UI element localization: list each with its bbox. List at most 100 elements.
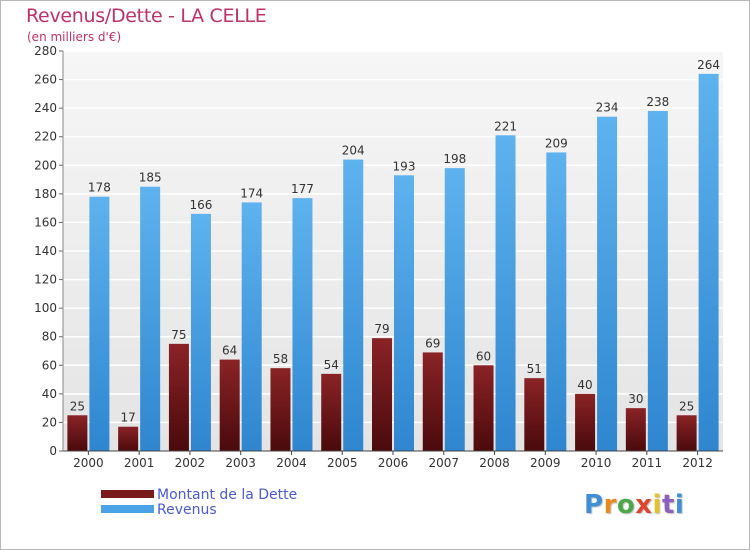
- logo-letter: o: [616, 490, 636, 520]
- data-label-debt-2006: 79: [374, 322, 389, 336]
- y-tick-label: 20: [42, 415, 57, 429]
- x-tick-label-2002: 2002: [175, 456, 206, 470]
- data-label-debt-2007: 69: [425, 336, 440, 350]
- data-label-debt-2005: 54: [324, 358, 339, 372]
- y-tick-label: 100: [34, 301, 57, 315]
- bar-debt-2001: [118, 426, 139, 451]
- data-labels: 25 178 17 185 75 166 64 174 58 177 54 204 79 193 69 198…: [70, 58, 720, 425]
- x-tick-label-2011: 2011: [632, 456, 663, 470]
- bar-revenus-2004: [292, 198, 313, 451]
- y-tick-label: 180: [34, 187, 57, 201]
- data-label-revenus-2012: 264: [697, 58, 720, 72]
- y-tick-label: 200: [34, 158, 57, 172]
- y-tick-label: 260: [34, 73, 57, 87]
- data-label-debt-2011: 30: [628, 392, 643, 406]
- x-tick-label-2000: 2000: [73, 456, 104, 470]
- bar-revenus-2007: [444, 168, 465, 451]
- data-label-debt-2003: 64: [222, 344, 237, 358]
- legend-label-debt: Montant de la Dette: [157, 487, 298, 503]
- data-label-revenus-2011: 238: [646, 95, 669, 109]
- data-label-revenus-2000: 178: [88, 181, 111, 195]
- x-tick-label-2003: 2003: [225, 456, 256, 470]
- bar-revenus-2010: [597, 116, 618, 451]
- data-label-revenus-2004: 177: [291, 182, 314, 196]
- data-label-debt-2000: 25: [70, 399, 85, 413]
- bar-revenus-2002: [190, 213, 211, 451]
- logo-letter: t: [661, 490, 675, 520]
- x-tick-label-2009: 2009: [530, 456, 561, 470]
- y-tick-label: 240: [34, 101, 57, 115]
- data-label-debt-2009: 51: [527, 362, 542, 376]
- bar-revenus-2000: [89, 196, 110, 451]
- x-tick-label-2006: 2006: [378, 456, 409, 470]
- x-tick-label-2004: 2004: [276, 456, 307, 470]
- bar-debt-2005: [321, 373, 342, 451]
- data-label-debt-2008: 60: [476, 349, 491, 363]
- bar-revenus-2005: [343, 159, 364, 452]
- y-tick-label: 60: [42, 358, 57, 372]
- bar-revenus-2011: [647, 111, 668, 451]
- bar-debt-2010: [575, 393, 596, 451]
- x-tick-label-2007: 2007: [428, 456, 459, 470]
- bar-debt-2008: [473, 365, 494, 451]
- x-tick-label-2012: 2012: [682, 456, 713, 470]
- data-label-revenus-2006: 193: [393, 159, 416, 173]
- bar-revenus-2001: [140, 186, 161, 451]
- y-tick-label: 80: [42, 330, 57, 344]
- bar-debt-2011: [625, 408, 646, 451]
- y-tick-label: 0: [49, 444, 57, 458]
- bar-revenus-2003: [241, 202, 262, 451]
- y-tick-label: 280: [34, 44, 57, 58]
- x-tick-label-2005: 2005: [327, 456, 358, 470]
- data-label-revenus-2009: 209: [545, 136, 568, 150]
- logo-letter: i: [652, 490, 662, 520]
- data-label-debt-2002: 75: [171, 328, 186, 342]
- bar-debt-2007: [422, 352, 443, 451]
- bar-revenus-2006: [394, 175, 414, 452]
- bar-debt-2012: [676, 415, 697, 451]
- y-tick-label: 220: [34, 130, 57, 144]
- data-label-debt-2004: 58: [273, 352, 288, 366]
- y-tick-label: 160: [34, 215, 57, 229]
- data-label-revenus-2008: 221: [494, 119, 517, 133]
- data-label-revenus-2001: 185: [139, 171, 162, 185]
- logo-letter: P: [584, 490, 604, 520]
- data-label-debt-2001: 17: [121, 411, 136, 425]
- legend-label-revenus: Revenus: [157, 502, 217, 518]
- data-label-revenus-2007: 198: [443, 152, 466, 166]
- bar-debt-2002: [168, 343, 189, 451]
- bars: [67, 73, 719, 452]
- proxiti-logo: Proxiti: [584, 490, 684, 520]
- bar-revenus-2008: [495, 135, 516, 452]
- logo-letter: r: [603, 490, 617, 520]
- x-tick-label-2008: 2008: [479, 456, 510, 470]
- bar-debt-2003: [219, 359, 240, 451]
- chart-title: Revenus/Dette - LA CELLE: [26, 5, 267, 27]
- x-tick-label-2010: 2010: [581, 456, 612, 470]
- bar-debt-2006: [372, 338, 392, 451]
- chart-subtitle: (en milliers d'€): [27, 30, 122, 44]
- legend-swatch-revenus: [101, 505, 154, 513]
- data-label-debt-2010: 40: [577, 378, 592, 392]
- data-label-revenus-2005: 204: [342, 144, 365, 158]
- x-axis-ticks: 2000 2001 2002 2003 2004 2005 2006 2007 2008 2009…: [73, 451, 713, 470]
- bar-debt-2009: [524, 378, 545, 451]
- y-tick-label: 140: [34, 244, 57, 258]
- y-tick-label: 120: [34, 273, 57, 287]
- logo-letter: i: [674, 490, 685, 520]
- bar-revenus-2012: [698, 73, 719, 451]
- bar-revenus-2009: [546, 152, 567, 451]
- data-label-revenus-2003: 174: [240, 186, 263, 200]
- logo-letter: x: [635, 490, 653, 520]
- data-label-revenus-2002: 166: [189, 198, 212, 212]
- bar-debt-2000: [67, 415, 88, 451]
- bar-debt-2004: [270, 368, 291, 451]
- data-label-debt-2012: 25: [679, 399, 694, 413]
- legend-swatch-debt: [101, 490, 154, 498]
- x-tick-label-2001: 2001: [124, 456, 155, 470]
- data-label-revenus-2010: 234: [596, 101, 619, 115]
- y-axis-ticks: 0 20 40 60 80 100 120 140 160 180 200 220 240 260 280: [34, 44, 63, 458]
- y-tick-label: 40: [42, 387, 57, 401]
